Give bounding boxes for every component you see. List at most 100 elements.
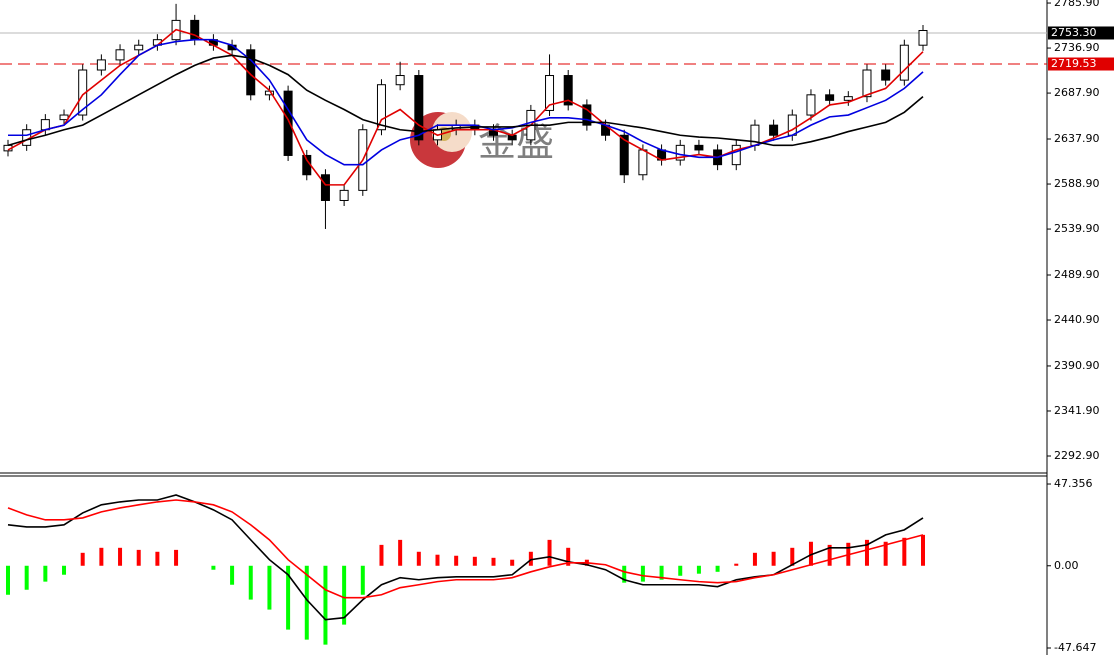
histogram-bar (622, 565, 627, 583)
histogram-bar (136, 549, 141, 566)
y-tick-label: 2687.90 (1054, 86, 1100, 99)
y-tick-label: 2539.90 (1054, 222, 1100, 235)
histogram-bar (99, 547, 104, 566)
histogram-bar (248, 565, 253, 600)
histogram-bar (827, 544, 832, 566)
candle-body (881, 69, 891, 81)
candle-body (862, 69, 872, 98)
candle-body (806, 94, 816, 116)
histogram-bar (715, 565, 720, 572)
histogram-bar (323, 565, 328, 645)
candle-body (731, 144, 741, 166)
candle-body (320, 174, 330, 201)
histogram-bar (902, 537, 907, 566)
candle-body (843, 96, 853, 101)
y-tick-label: 2489.90 (1054, 268, 1100, 281)
candle-body (339, 189, 349, 201)
price-label: 2753.30 (1051, 26, 1097, 39)
histogram-bar (43, 565, 48, 582)
histogram-bar (6, 565, 10, 595)
price-label: 2719.53 (1051, 57, 1097, 70)
histogram-bar (921, 534, 925, 566)
histogram-bar (771, 551, 776, 566)
histogram-bar (435, 554, 440, 566)
price-label-box (1048, 57, 1114, 71)
histogram-bar (379, 544, 384, 566)
moving-average-line (7, 28, 924, 186)
candle-body (414, 75, 424, 141)
moving-average-line (7, 54, 924, 147)
histogram-bar (211, 565, 216, 570)
candle-body (115, 49, 125, 61)
histogram-bar (118, 547, 123, 566)
histogram-bar (510, 559, 515, 566)
histogram-bar (62, 565, 67, 575)
y-tick-label: -47.647 (1054, 641, 1096, 654)
candle-body (246, 49, 256, 96)
histogram-bar (528, 551, 533, 566)
histogram-bar (174, 549, 179, 566)
histogram-bar (808, 541, 813, 566)
watermark: 金盛 (478, 121, 554, 165)
candle-body (283, 90, 293, 156)
histogram-bar (883, 541, 888, 566)
candle-body (545, 75, 555, 111)
histogram-bar (566, 547, 571, 566)
histogram-bar (267, 565, 272, 610)
candle-body (769, 124, 779, 136)
candle-body (638, 149, 648, 176)
histogram-bar (360, 565, 365, 595)
y-tick-label: 2390.90 (1054, 359, 1100, 372)
histogram-bar (696, 565, 701, 574)
y-tick-label: 2588.90 (1054, 177, 1100, 190)
histogram-bar (24, 565, 29, 590)
histogram-bar (678, 565, 683, 576)
histogram-bar (398, 539, 403, 566)
histogram-bar (734, 563, 739, 566)
candle-body (96, 59, 106, 71)
candle-body (563, 75, 573, 106)
candle-body (694, 144, 704, 151)
candle-body (582, 104, 592, 126)
histogram-bar (454, 555, 459, 566)
y-tick-label: 2341.90 (1054, 404, 1100, 417)
y-tick-label: 2440.90 (1054, 313, 1100, 326)
y-tick-label: 2736.90 (1054, 41, 1100, 54)
candle-body (918, 30, 928, 46)
histogram-bar (304, 565, 309, 640)
candle-body (675, 144, 685, 161)
histogram-bar (230, 565, 235, 585)
histogram-bar (547, 539, 552, 566)
histogram-bar (640, 565, 645, 582)
candle-body (395, 75, 405, 86)
price-label-box (1048, 26, 1114, 40)
histogram-bar (342, 565, 347, 625)
y-tick-label: 2637.90 (1054, 132, 1100, 145)
histogram-bar (752, 552, 757, 566)
histogram-bar (286, 565, 291, 630)
signal-line (7, 499, 924, 599)
y-tick-label: 2292.90 (1054, 449, 1100, 462)
histogram-bar (864, 539, 869, 566)
histogram-bar (491, 557, 496, 566)
histogram-bar (416, 551, 421, 566)
candle-body (40, 119, 50, 131)
candle-body (619, 134, 629, 176)
moving-average-line (8, 38, 924, 166)
histogram-bar (155, 551, 160, 566)
histogram-bar (472, 556, 477, 566)
y-tick-label: 0.00 (1054, 559, 1079, 572)
y-tick-label: 47.356 (1054, 477, 1093, 490)
candle-body (134, 44, 144, 51)
candle-body (825, 94, 835, 101)
histogram-bar (659, 565, 664, 580)
y-tick-label: 2785.90 (1054, 0, 1100, 9)
candle-body (787, 114, 797, 136)
macd-line (7, 494, 924, 621)
histogram-bar (790, 547, 795, 566)
candle-body (59, 114, 69, 121)
candle-body (376, 84, 386, 131)
candle-body (899, 44, 909, 81)
histogram-bar (80, 552, 85, 566)
